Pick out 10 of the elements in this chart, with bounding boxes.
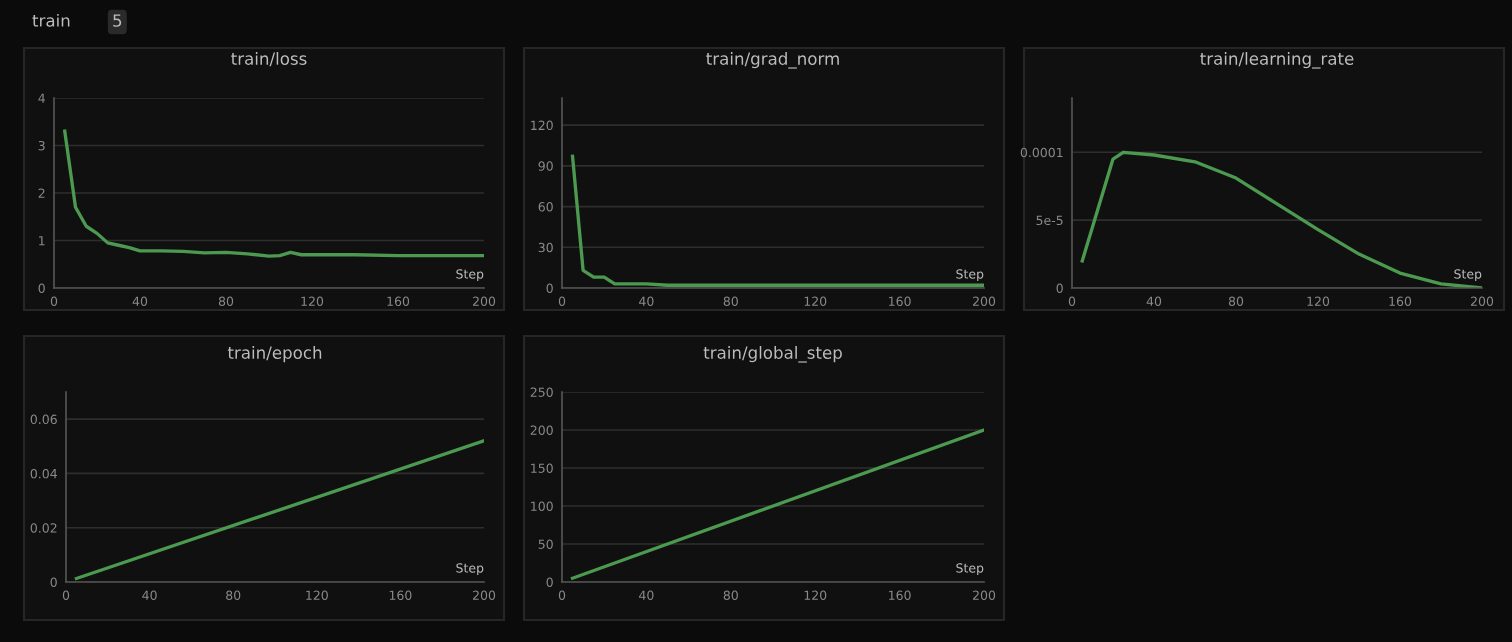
line-series bbox=[63, 129, 484, 258]
line-series bbox=[1080, 150, 1482, 288]
chart-title: train/loss bbox=[231, 52, 307, 67]
chart-title: train/epoch bbox=[227, 346, 322, 363]
chart-title: train/grad_norm bbox=[706, 52, 839, 69]
chart-title: train/global_step bbox=[703, 346, 842, 363]
chart-title: train/learning_rate bbox=[1200, 52, 1354, 69]
text: train bbox=[32, 13, 70, 27]
line-series bbox=[570, 154, 984, 287]
text: 5 bbox=[113, 14, 122, 27]
